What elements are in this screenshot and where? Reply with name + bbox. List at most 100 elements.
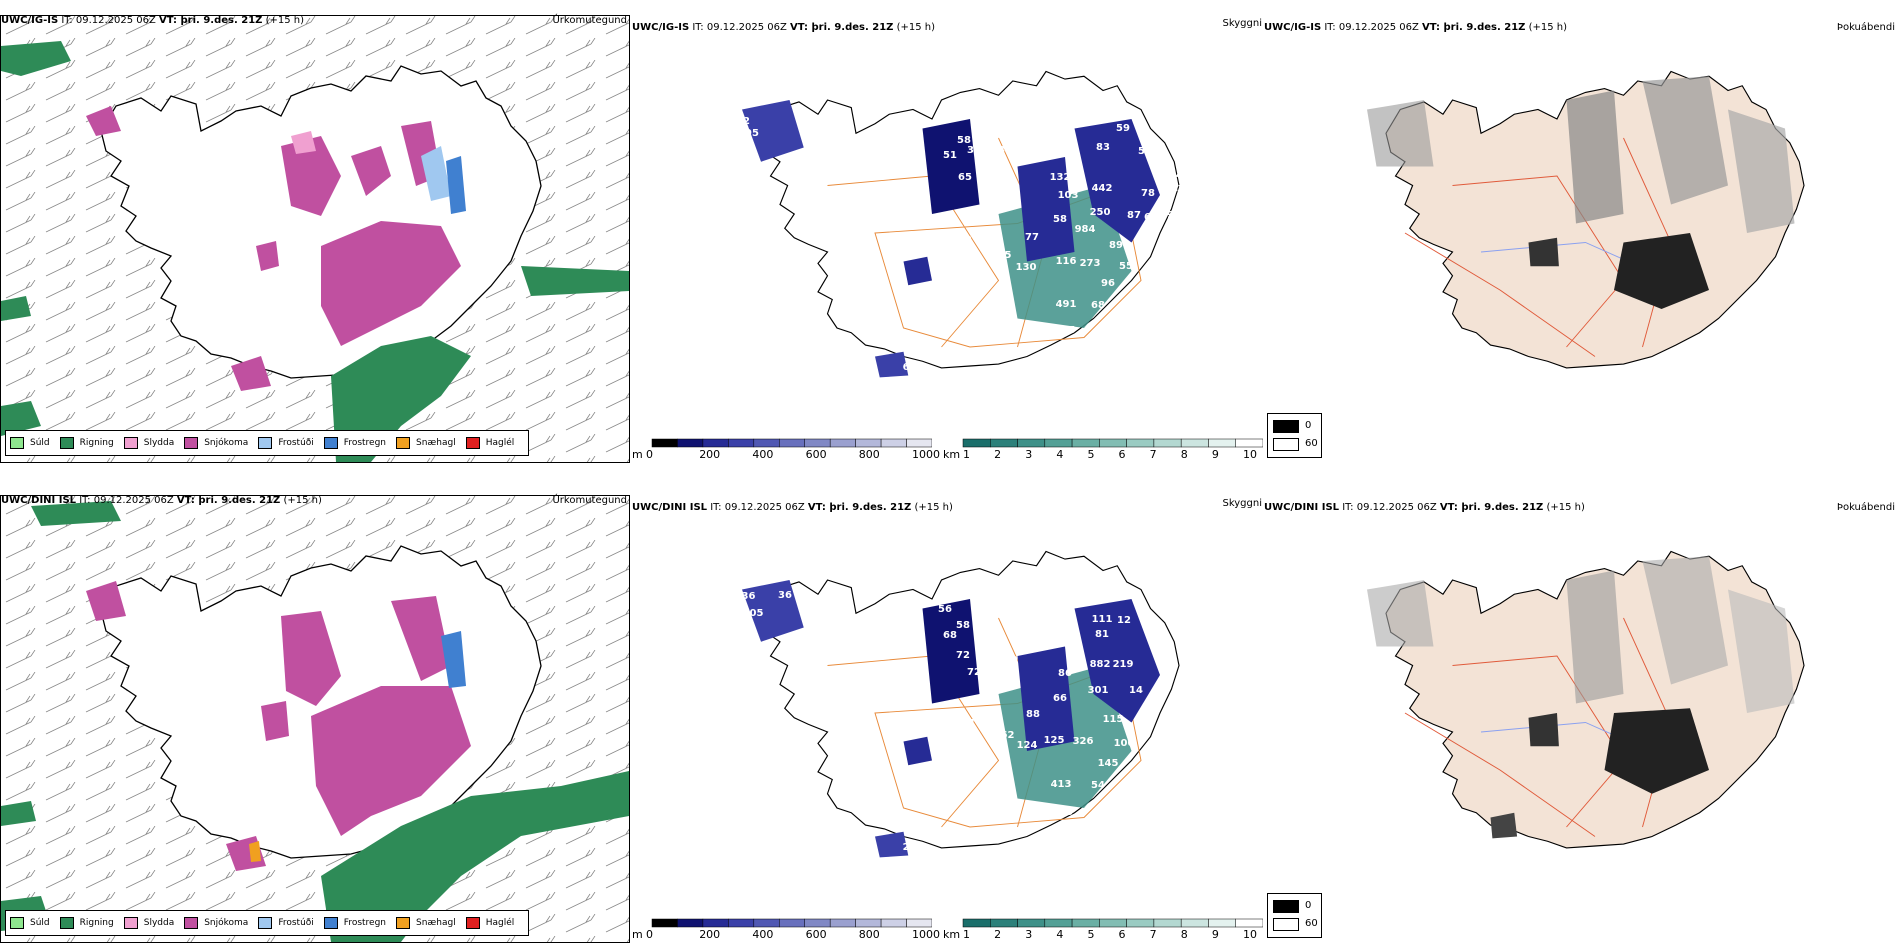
colorbar-swatch bbox=[990, 438, 1018, 448]
colorbar-swatch bbox=[1044, 438, 1073, 448]
fog-legend-top: 0 bbox=[1305, 420, 1312, 431]
visibility-value: 68 bbox=[1091, 300, 1105, 311]
height-colorbar-swatches bbox=[651, 438, 932, 448]
visibility-value: 162 bbox=[994, 730, 1015, 741]
colorbar-swatch bbox=[753, 438, 780, 448]
visibility-value: 96 bbox=[1101, 278, 1115, 289]
visibility-value: 69 bbox=[750, 81, 764, 92]
precip-type-title: Úrkomutegund bbox=[552, 15, 627, 26]
colorbar-tick-label: 4 bbox=[1056, 448, 1064, 461]
legend-swatch bbox=[258, 917, 273, 929]
visibility-value: 680 bbox=[903, 362, 924, 373]
visibility-value: 125 bbox=[1044, 735, 1065, 746]
visibility-value: 14 bbox=[1129, 685, 1143, 696]
legend-swatch bbox=[396, 917, 411, 929]
legend-item: Súld bbox=[10, 917, 50, 929]
colorbar-tick-label: 400 bbox=[752, 928, 774, 941]
legend-item: Rigning bbox=[59, 437, 114, 449]
colorbar-swatch bbox=[651, 438, 678, 448]
colorbar-swatch bbox=[1017, 438, 1046, 448]
visibility-value: 91 bbox=[1118, 590, 1132, 601]
colorbar-swatch bbox=[1235, 918, 1263, 928]
colorbar-swatch bbox=[1180, 918, 1209, 928]
height-colorbar: m 0 200 400 600 800 1000 bbox=[632, 437, 940, 467]
precip-map bbox=[1, 16, 629, 462]
visibility-value: 46 bbox=[1142, 748, 1156, 759]
visibility-value: 54 bbox=[1091, 780, 1105, 791]
visibility-value: 76 bbox=[1059, 807, 1073, 818]
legend-swatch bbox=[123, 437, 138, 449]
visibility-value: 78 bbox=[990, 653, 1004, 664]
legend-swatch bbox=[10, 437, 24, 449]
legend-item: Frostúði bbox=[258, 917, 314, 929]
visibility-value: 491 bbox=[1056, 299, 1077, 310]
legend-swatch bbox=[59, 917, 74, 929]
visibility-header: UWC/DINI ISL IT: 09.12.2025 06Z VT: þri.… bbox=[632, 502, 953, 513]
colorbar-swatch bbox=[1071, 438, 1100, 448]
colorbar-swatch bbox=[779, 918, 805, 928]
visibility-value: 55 bbox=[1177, 645, 1191, 656]
visibility-value: 36 bbox=[778, 590, 792, 601]
colorbar-swatch bbox=[677, 918, 704, 928]
colorbar-tick-label: 6 bbox=[1118, 928, 1126, 941]
colorbar-tick-label: 5 bbox=[1087, 448, 1095, 461]
visibility-value: 115 bbox=[1103, 714, 1124, 725]
visibility-value: 145 bbox=[1098, 758, 1119, 769]
colorbar-swatch bbox=[829, 918, 856, 928]
fog-map bbox=[1367, 550, 1805, 849]
colorbar-swatch bbox=[1180, 438, 1209, 448]
visibility-value: 63 bbox=[943, 725, 957, 736]
visibility-value: 43 bbox=[1142, 621, 1156, 632]
colorbar-swatch bbox=[855, 918, 882, 928]
precip-type-panel: UWC/DINI ISL IT: 09.12.2025 06Z VT: þri.… bbox=[0, 495, 630, 943]
colorbar-swatch bbox=[1017, 918, 1046, 928]
visibility-value: 125 bbox=[1055, 325, 1076, 336]
colorbar-swatch bbox=[855, 438, 882, 448]
colorbar-swatch bbox=[906, 438, 932, 448]
legend-item: Snæhagl bbox=[396, 917, 456, 929]
fog-title: Þokuábendi bbox=[1836, 502, 1895, 513]
visibility-value: 33 bbox=[934, 866, 948, 877]
visibility-value: 59 bbox=[1116, 123, 1130, 134]
visibility-value: 250 bbox=[1090, 207, 1111, 218]
visibility-value: 55 bbox=[1119, 261, 1133, 272]
fog-panel: UWC/DINI ISL IT: 09.12.2025 06Z VT: þri.… bbox=[1262, 495, 1900, 950]
colorbar-tick-label: 400 bbox=[752, 448, 774, 461]
visibility-value: 78 bbox=[1141, 188, 1155, 199]
colorbar-swatch bbox=[1099, 918, 1127, 928]
colorbar-tick-label: 1000 bbox=[912, 448, 940, 461]
visibility-value: 86 bbox=[1058, 668, 1072, 679]
visibility-value: 56 bbox=[938, 604, 952, 615]
colorbar-tick-label: 10 bbox=[1243, 448, 1257, 461]
colorbar-swatch bbox=[1153, 438, 1182, 448]
visibility-value: 68 bbox=[943, 630, 957, 641]
visibility-value: 63 bbox=[958, 235, 972, 246]
visibility-value: 49 bbox=[1175, 222, 1189, 233]
colorbar-swatch bbox=[651, 918, 678, 928]
visibility-value: 132 bbox=[1050, 172, 1071, 183]
visibility-value: 413 bbox=[1051, 779, 1072, 790]
colorbar-swatch bbox=[1153, 918, 1182, 928]
fog-panel: UWC/IG-IS IT: 09.12.2025 06Z VT: þri. 9.… bbox=[1262, 15, 1900, 470]
fog-swatch-white bbox=[1273, 918, 1299, 931]
visibility-value: 100 bbox=[1114, 738, 1135, 749]
legend-item: Súld bbox=[10, 437, 50, 449]
forecast-row-bottom: UWC/DINI ISL IT: 09.12.2025 06Z VT: þri.… bbox=[0, 480, 1900, 950]
legend-item: Haglél bbox=[465, 437, 514, 449]
fog-title: Þokuábendi bbox=[1836, 22, 1895, 33]
colorbar-swatch bbox=[728, 918, 755, 928]
legend-item: Rigning bbox=[59, 917, 114, 929]
colorbar-swatch bbox=[728, 438, 755, 448]
visibility-value: 442 bbox=[1092, 183, 1113, 194]
colorbar-tick-label: 9 bbox=[1211, 448, 1219, 461]
colorbar-swatch bbox=[990, 918, 1018, 928]
visibility-value: 77 bbox=[1025, 232, 1039, 243]
height-unit: m bbox=[632, 448, 643, 461]
visibility-value: 51 bbox=[943, 150, 957, 161]
visibility-value: 882 bbox=[1090, 659, 1111, 670]
legend-swatch bbox=[258, 437, 273, 449]
fog-legend-box: 0 60 bbox=[1267, 893, 1322, 938]
legend-swatch bbox=[465, 437, 480, 449]
colorbar-swatch bbox=[1235, 438, 1263, 448]
